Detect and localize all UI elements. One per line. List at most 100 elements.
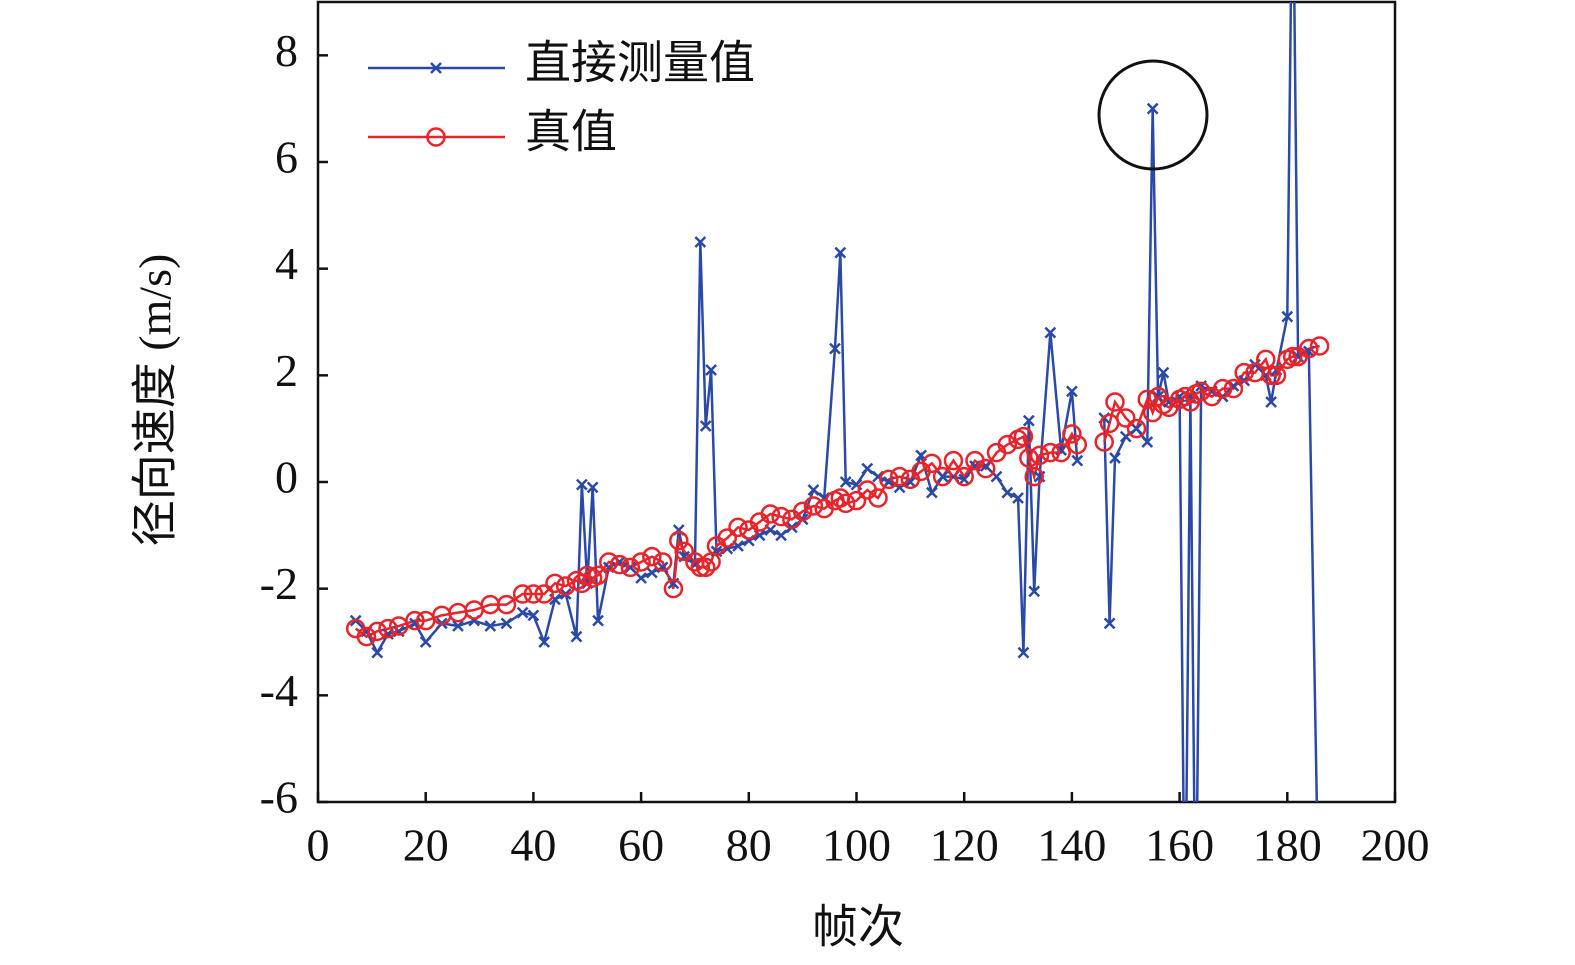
marker-x xyxy=(500,617,513,630)
marker-x xyxy=(1022,414,1035,427)
marker-x xyxy=(1012,492,1024,504)
marker-circle xyxy=(405,610,425,631)
y-tick-label: 8 xyxy=(275,25,298,76)
marker-circle xyxy=(771,506,791,527)
marker-circle xyxy=(512,584,533,604)
marker-circle xyxy=(669,530,689,551)
marker-circle xyxy=(1266,365,1287,386)
series-line xyxy=(354,2,1319,802)
marker-x xyxy=(635,572,647,584)
legend-label: 直接测量值 xyxy=(525,38,755,89)
marker-x xyxy=(1017,646,1030,659)
marker-circle xyxy=(922,453,942,474)
marker-circle xyxy=(631,552,651,572)
marker-x xyxy=(694,236,707,248)
marker-circle xyxy=(1067,434,1088,455)
marker-x xyxy=(575,478,588,491)
marker-x xyxy=(592,614,604,627)
marker-x xyxy=(1130,422,1143,435)
marker-circle xyxy=(1309,336,1330,356)
highlight-circle xyxy=(1097,59,1209,171)
marker-x xyxy=(958,473,971,486)
marker-circle xyxy=(1029,445,1050,466)
marker-circle xyxy=(652,552,673,572)
y-tick-label: 2 xyxy=(275,345,298,396)
marker-x xyxy=(645,566,658,579)
x-tick-label: 100 xyxy=(822,820,891,871)
marker-x xyxy=(1265,396,1278,408)
y-tick-label: -4 xyxy=(260,665,298,716)
marker-circle xyxy=(717,528,738,548)
x-tick-label: 0 xyxy=(307,820,330,871)
marker-x xyxy=(527,609,540,622)
marker-circle xyxy=(674,541,694,562)
marker-x xyxy=(430,62,442,74)
marker-circle xyxy=(620,557,641,578)
marker-x xyxy=(1315,957,1325,965)
x-tick-label: 40 xyxy=(510,820,556,871)
y-tick-label: 6 xyxy=(275,132,298,183)
x-tick-label: 140 xyxy=(1037,820,1106,871)
marker-x xyxy=(516,606,529,619)
marker-circle xyxy=(1261,365,1281,386)
legend-label: 真值 xyxy=(525,107,617,158)
marker-circle xyxy=(642,546,662,567)
x-tick-label: 80 xyxy=(726,820,772,871)
marker-circle xyxy=(1191,381,1211,402)
marker-circle xyxy=(545,573,565,594)
marker-circle xyxy=(803,496,824,516)
marker-circle xyxy=(1282,346,1303,367)
marker-circle xyxy=(1212,378,1233,399)
marker-x xyxy=(775,529,787,542)
marker-circle xyxy=(1051,442,1071,463)
y-tick-label: -6 xyxy=(260,772,298,823)
marker-x xyxy=(1180,957,1190,965)
y-tick-label: 0 xyxy=(275,452,298,503)
marker-circle xyxy=(609,554,630,575)
marker-circle xyxy=(835,493,856,514)
plot-area xyxy=(345,2,1330,965)
marker-circle xyxy=(1234,362,1254,383)
marker-circle xyxy=(868,488,888,508)
x-tick-label: 200 xyxy=(1361,820,1430,871)
marker-x xyxy=(1066,385,1078,398)
marker-circle xyxy=(889,466,910,487)
x-tick-label: 60 xyxy=(618,820,664,871)
marker-circle xyxy=(496,594,517,615)
marker-x xyxy=(1281,310,1294,323)
marker-x xyxy=(699,420,712,432)
marker-circle xyxy=(588,565,608,586)
marker-circle xyxy=(426,127,446,147)
x-tick-label: 20 xyxy=(403,820,449,871)
marker-circle xyxy=(846,490,867,511)
marker-x xyxy=(371,646,384,659)
marker-x xyxy=(419,636,432,648)
marker-x xyxy=(570,630,583,643)
marker-circle xyxy=(1126,418,1147,439)
marker-circle xyxy=(1019,448,1039,468)
marker-circle xyxy=(1040,442,1061,463)
marker-x xyxy=(538,636,551,648)
marker-circle xyxy=(378,618,398,639)
marker-x xyxy=(705,364,717,376)
marker-x xyxy=(829,342,841,355)
marker-circle xyxy=(1105,392,1125,412)
marker-circle xyxy=(760,504,781,524)
marker-circle xyxy=(534,584,554,604)
marker-circle xyxy=(1024,466,1044,487)
marker-x xyxy=(861,462,874,475)
marker-x xyxy=(1071,454,1084,467)
x-tick-label: 120 xyxy=(930,820,999,871)
marker-circle xyxy=(954,466,974,487)
marker-x xyxy=(1001,486,1014,499)
marker-x xyxy=(839,476,852,488)
marker-x xyxy=(1109,452,1121,464)
marker-circle xyxy=(367,621,387,642)
x-tick-label: 180 xyxy=(1253,820,1322,871)
marker-circle xyxy=(997,434,1018,455)
marker-circle xyxy=(356,626,377,647)
marker-x xyxy=(1146,102,1159,115)
marker-x xyxy=(1103,617,1116,630)
marker-x xyxy=(586,481,599,494)
